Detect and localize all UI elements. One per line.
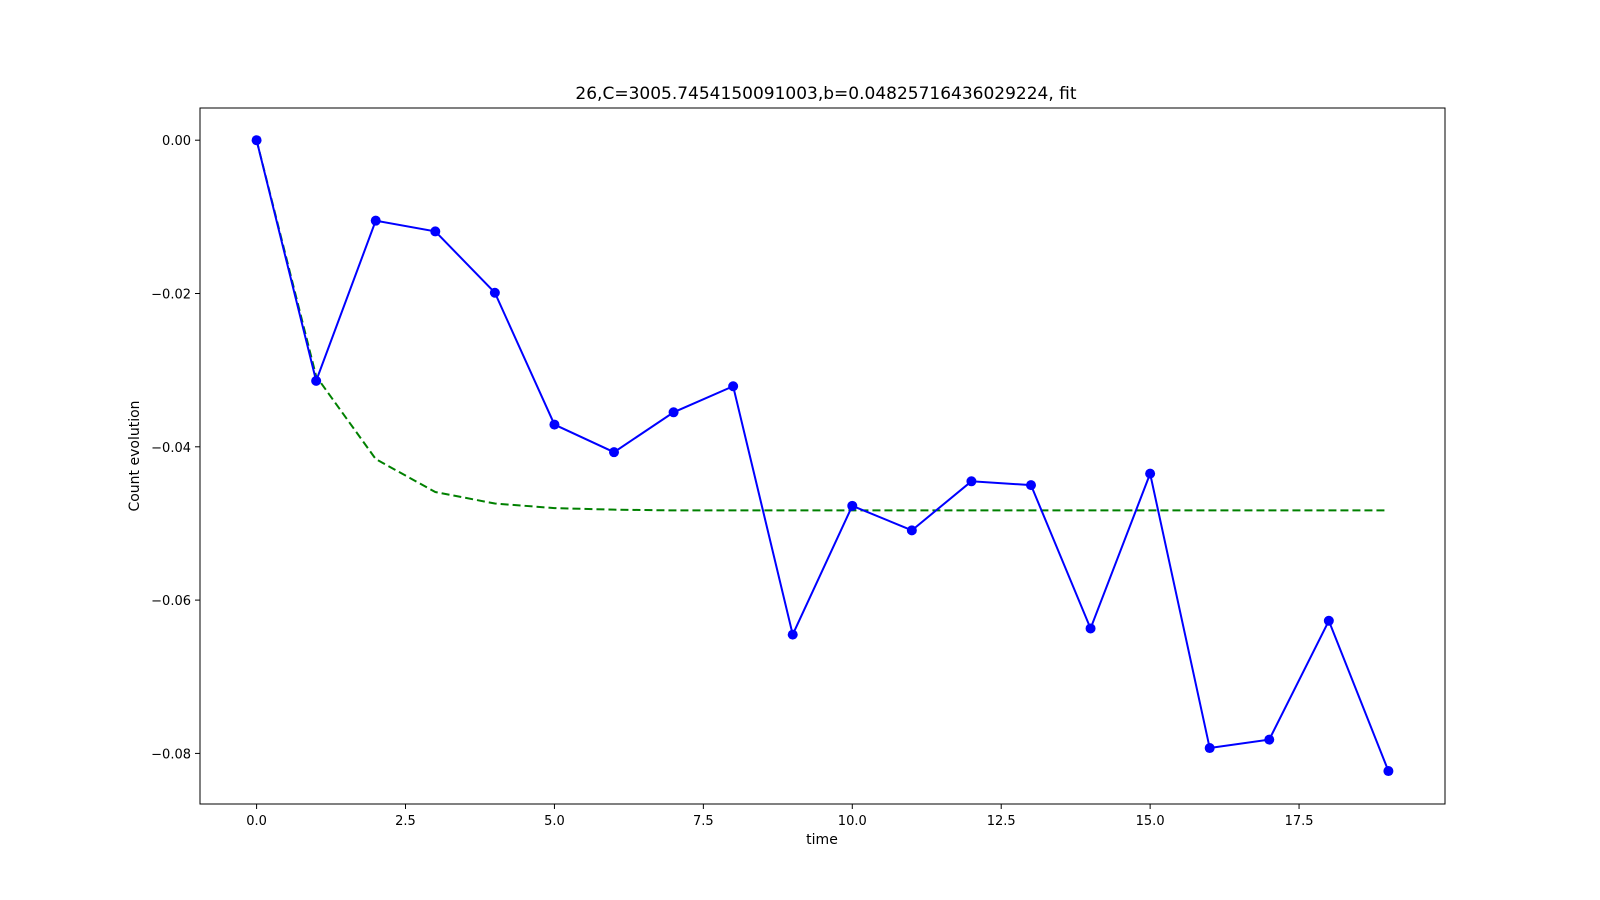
x-axis: 0.0 2.5 5.0 7.5 10.0 12.5 15.0 17.5 — [246, 804, 1314, 829]
data-point — [847, 500, 858, 511]
data-point — [1383, 766, 1394, 777]
y-tick-label: 0.00 — [162, 134, 191, 149]
data-point — [728, 381, 739, 392]
data-point — [609, 447, 620, 458]
data-point — [1085, 623, 1096, 634]
data-point — [1264, 734, 1275, 745]
plot-area — [251, 135, 1394, 777]
chart-title: 26,C=3005.7454150091003,b=0.048257164360… — [575, 84, 1076, 104]
data-point — [966, 476, 977, 487]
data-point — [787, 629, 798, 640]
x-tick-label: 17.5 — [1285, 814, 1314, 829]
y-axis-label: Count evolution — [127, 400, 143, 511]
data-point — [906, 525, 917, 536]
y-axis: 0.00 −0.02 −0.04 −0.06 −0.08 — [151, 134, 200, 762]
y-tick-label: −0.02 — [151, 287, 191, 302]
y-tick-label: −0.04 — [151, 441, 191, 456]
y-tick-label: −0.08 — [151, 747, 191, 762]
x-tick-label: 2.5 — [395, 814, 416, 829]
x-tick-label: 12.5 — [987, 814, 1016, 829]
data-point — [549, 419, 560, 430]
series-data-line — [255, 139, 1390, 772]
y-tick-label: −0.06 — [151, 594, 191, 609]
x-tick-label: 10.0 — [838, 814, 867, 829]
data-point — [370, 215, 381, 226]
x-tick-label: 0.0 — [246, 814, 267, 829]
data-point — [1204, 743, 1215, 754]
data-point — [311, 375, 322, 386]
series-fit-line — [255, 139, 1389, 512]
data-point — [251, 135, 262, 146]
data-point — [430, 226, 441, 237]
data-point — [1323, 615, 1334, 626]
data-point — [489, 287, 500, 298]
x-tick-label: 5.0 — [544, 814, 565, 829]
x-tick-label: 15.0 — [1136, 814, 1165, 829]
data-point — [1025, 480, 1036, 491]
plot-frame — [199, 107, 1446, 805]
data-point — [1145, 468, 1156, 479]
x-tick-label: 7.5 — [693, 814, 714, 829]
x-axis-label: time — [806, 832, 838, 848]
data-point — [668, 407, 679, 418]
